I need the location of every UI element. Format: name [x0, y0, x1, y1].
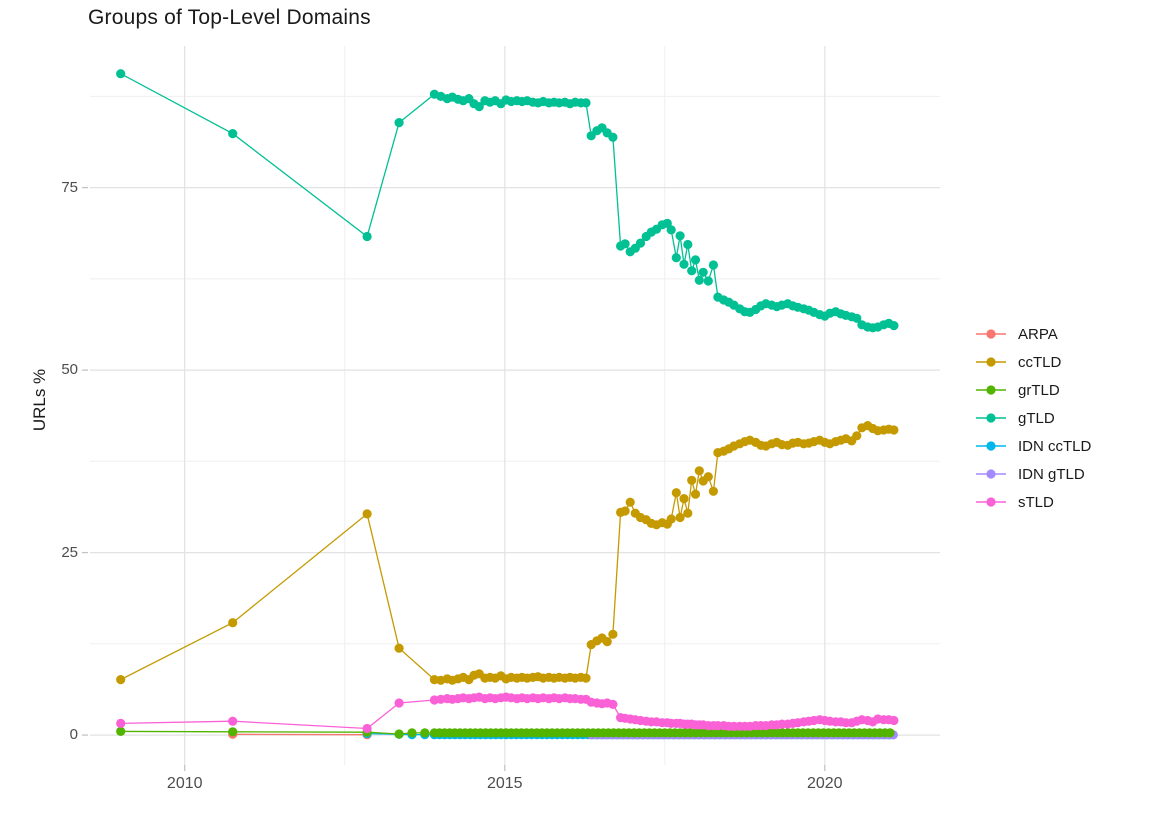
data-point — [694, 466, 704, 476]
legend-item-idn-gtld: IDN gTLD — [974, 460, 1091, 488]
data-point — [687, 475, 697, 485]
legend-label: gTLD — [1018, 409, 1055, 427]
series-cctld — [116, 421, 899, 685]
series-line — [120, 73, 895, 329]
data-point — [675, 231, 685, 241]
data-point — [362, 509, 372, 519]
data-point — [625, 497, 635, 507]
data-point — [228, 618, 238, 628]
data-point — [671, 488, 681, 498]
data-point — [362, 723, 372, 734]
data-point — [116, 718, 126, 729]
data-point — [608, 629, 618, 639]
data-point — [116, 675, 126, 685]
series-arpa — [228, 729, 372, 740]
data-point — [620, 506, 630, 516]
data-point — [407, 728, 417, 738]
data-point — [683, 239, 693, 250]
data-point — [694, 275, 704, 285]
data-point — [679, 494, 689, 504]
data-point — [679, 259, 689, 269]
legend-key-icon — [976, 357, 1006, 367]
data-point — [394, 698, 404, 708]
data-point — [228, 716, 238, 726]
data-point — [852, 431, 862, 441]
data-point — [675, 512, 685, 523]
y-tick-label: 75 — [61, 178, 78, 196]
legend-key-icon — [976, 469, 1006, 479]
data-point — [698, 267, 708, 277]
x-tick-label: 2010 — [166, 775, 203, 792]
data-point — [852, 313, 862, 323]
data-point — [889, 715, 899, 726]
data-point — [116, 726, 126, 737]
legend-label: IDN ccTLD — [1018, 437, 1092, 455]
data-point — [116, 69, 126, 79]
legend: ARPA ccTLD grTLD gTLD IDN ccTLD IDN gTLD sTLD — [974, 320, 1091, 516]
data-point — [635, 238, 646, 248]
data-point — [474, 102, 484, 112]
legend-key-icon — [976, 329, 1006, 339]
legend-item-gtld: gTLD — [974, 404, 1091, 432]
data-point — [703, 472, 713, 482]
legend-label: sTLD — [1018, 493, 1054, 511]
x-tick-label: 2020 — [806, 775, 843, 792]
data-point — [394, 118, 404, 128]
legend-item-arpa: ARPA — [974, 320, 1091, 348]
data-point — [394, 729, 404, 739]
legend-item-stld: sTLD — [974, 488, 1091, 516]
data-point — [228, 727, 238, 737]
data-point — [885, 728, 895, 738]
x-tick-label: 2015 — [486, 775, 523, 792]
legend-label: ARPA — [1018, 325, 1058, 343]
data-point — [889, 425, 899, 435]
legend-item-grtld: grTLD — [974, 376, 1091, 404]
legend-key-icon — [976, 413, 1006, 423]
y-tick-label: 50 — [61, 361, 78, 379]
data-point — [708, 260, 719, 270]
data-point — [608, 699, 618, 710]
data-point — [620, 239, 630, 249]
data-point — [228, 129, 238, 139]
legend-key-icon — [976, 497, 1006, 507]
data-point — [708, 486, 719, 496]
data-point — [581, 673, 591, 683]
legend-label: grTLD — [1018, 381, 1060, 399]
data-point — [608, 132, 618, 142]
data-point — [889, 321, 899, 331]
data-point — [420, 728, 430, 738]
data-point — [602, 637, 612, 647]
legend-label: IDN gTLD — [1018, 465, 1085, 483]
data-point — [703, 276, 713, 286]
data-point — [666, 225, 676, 235]
data-point — [394, 643, 404, 653]
series-grtld — [116, 726, 895, 739]
data-point — [666, 514, 676, 524]
legend-label: ccTLD — [1018, 353, 1062, 371]
legend-key-icon — [976, 385, 1006, 395]
data-point — [687, 266, 697, 276]
legend-key-icon — [976, 441, 1006, 451]
data-point — [690, 489, 701, 499]
legend-item-idn-cctld: IDN ccTLD — [974, 432, 1091, 460]
y-tick-label: 0 — [69, 726, 78, 744]
data-point — [671, 253, 681, 263]
series-gtld — [116, 69, 899, 333]
data-point — [683, 508, 693, 518]
series-stld — [116, 692, 899, 734]
legend-item-cctld: ccTLD — [974, 348, 1091, 376]
data-point — [362, 231, 372, 242]
data-point — [581, 98, 591, 108]
chart-title: Groups of Top-Level Domains — [88, 6, 371, 29]
data-point — [690, 255, 701, 265]
y-tick-label: 25 — [61, 543, 78, 561]
